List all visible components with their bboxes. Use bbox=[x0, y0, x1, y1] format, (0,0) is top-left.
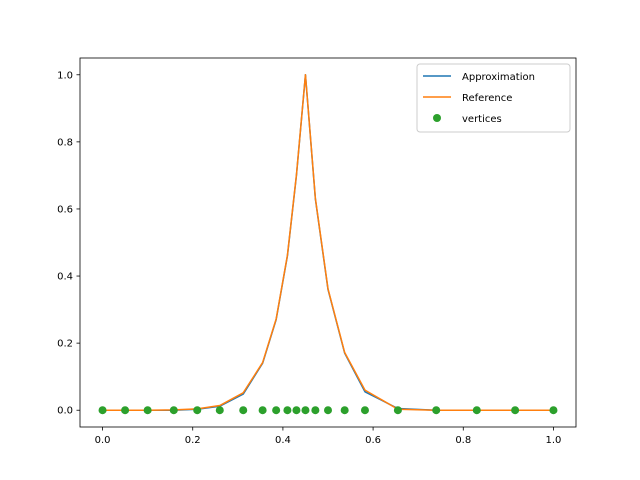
x-tick-label: 1.0 bbox=[546, 435, 562, 446]
y-tick-label: 0.8 bbox=[57, 137, 73, 148]
y-tick-label: 0.6 bbox=[57, 204, 73, 215]
plot-area bbox=[98, 74, 558, 415]
legend-box bbox=[416, 63, 571, 133]
x-tick-label: 0.0 bbox=[95, 435, 111, 446]
vertex-point bbox=[98, 406, 107, 415]
vertex-point bbox=[272, 406, 281, 415]
y-tick-label: 1.0 bbox=[57, 70, 73, 81]
vertex-point bbox=[472, 406, 481, 415]
x-tick-label: 0.8 bbox=[455, 435, 471, 446]
vertex-point bbox=[360, 406, 369, 415]
vertex-point bbox=[292, 406, 301, 415]
vertex-point bbox=[393, 406, 402, 415]
vertex-point bbox=[301, 406, 310, 415]
vertex-point bbox=[121, 406, 130, 415]
x-tick-label: 0.6 bbox=[365, 435, 381, 446]
vertex-point bbox=[549, 406, 558, 415]
vertex-point bbox=[193, 406, 202, 415]
x-tick-label: 0.2 bbox=[185, 435, 201, 446]
y-tick-label: 0.0 bbox=[57, 406, 73, 417]
vertex-point bbox=[324, 406, 332, 415]
vertex-point bbox=[283, 406, 292, 415]
legend-label-approximation: Approximation bbox=[462, 72, 535, 83]
legend-swatch-vertices bbox=[433, 114, 441, 122]
vertex-point bbox=[169, 406, 178, 415]
vertex-point bbox=[215, 406, 224, 415]
legend-label-vertices: vertices bbox=[462, 114, 502, 125]
y-tick-label: 0.4 bbox=[57, 272, 73, 283]
x-tick-label: 0.4 bbox=[275, 435, 291, 446]
vertex-point bbox=[311, 406, 320, 415]
vertex-point bbox=[258, 406, 267, 415]
vertex-point bbox=[239, 406, 248, 415]
vertex-point bbox=[432, 406, 441, 415]
axes-frame bbox=[79, 57, 577, 428]
vertex-point bbox=[143, 406, 152, 415]
axes: 0.0 0.2 0.4 0.6 0.8 1.0 0.0 0.2 0.4 0.6 0.8 1.0 bbox=[57, 57, 577, 446]
y-tick-label: 0.2 bbox=[57, 339, 73, 350]
legend: Approximation Reference vertices bbox=[416, 63, 571, 133]
legend-label-reference: Reference bbox=[462, 93, 512, 104]
vertex-point bbox=[340, 406, 349, 415]
vertex-point bbox=[511, 406, 520, 415]
series-line-reference bbox=[102, 74, 554, 411]
